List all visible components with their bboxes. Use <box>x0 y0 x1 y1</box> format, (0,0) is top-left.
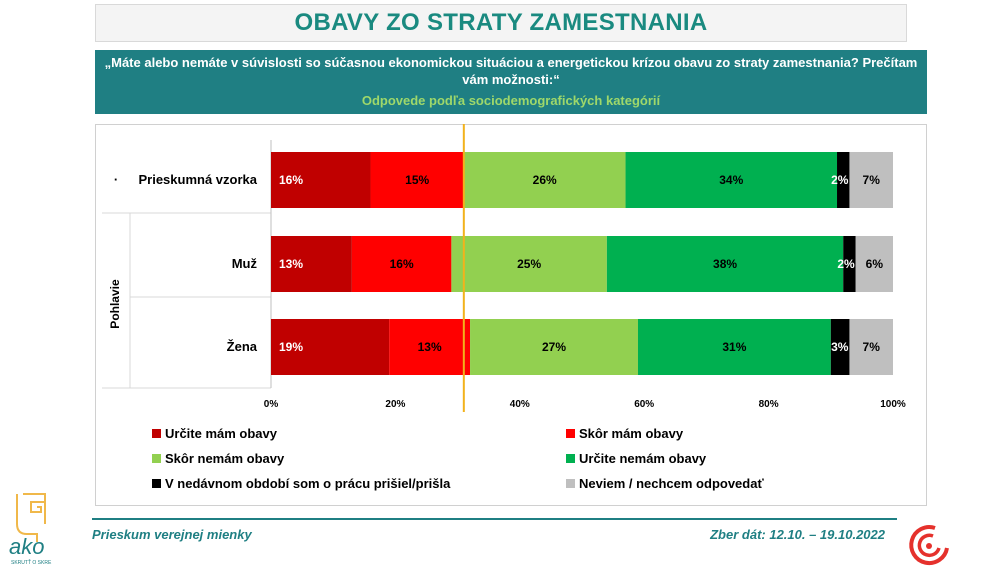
spiral-logo <box>909 525 949 566</box>
question-box: „Máte alebo nemáte v súvislosti so súčas… <box>95 50 927 114</box>
ako-logo-subtext: SKRUTŤ O SKRE <box>11 558 52 566</box>
subtitle-text: Odpovede podľa sociodemografických kateg… <box>361 93 661 108</box>
footer-date-text: Zber dát: 12.10. – 19.10.2022 <box>710 527 885 542</box>
chart-frame <box>95 124 927 506</box>
footer-left-text: Prieskum verejnej mienky <box>92 527 252 542</box>
ako-logo: ako SKRUTŤ O SKRE <box>9 493 52 566</box>
footer-line <box>92 518 897 520</box>
ako-logo-text: ako <box>9 534 44 559</box>
question-text: „Máte alebo nemáte v súvislosti so súčas… <box>104 55 918 87</box>
page-title: OBAVY ZO STRATY ZAMESTNANIA <box>294 9 708 36</box>
title-box: OBAVY ZO STRATY ZAMESTNANIA <box>95 4 907 42</box>
